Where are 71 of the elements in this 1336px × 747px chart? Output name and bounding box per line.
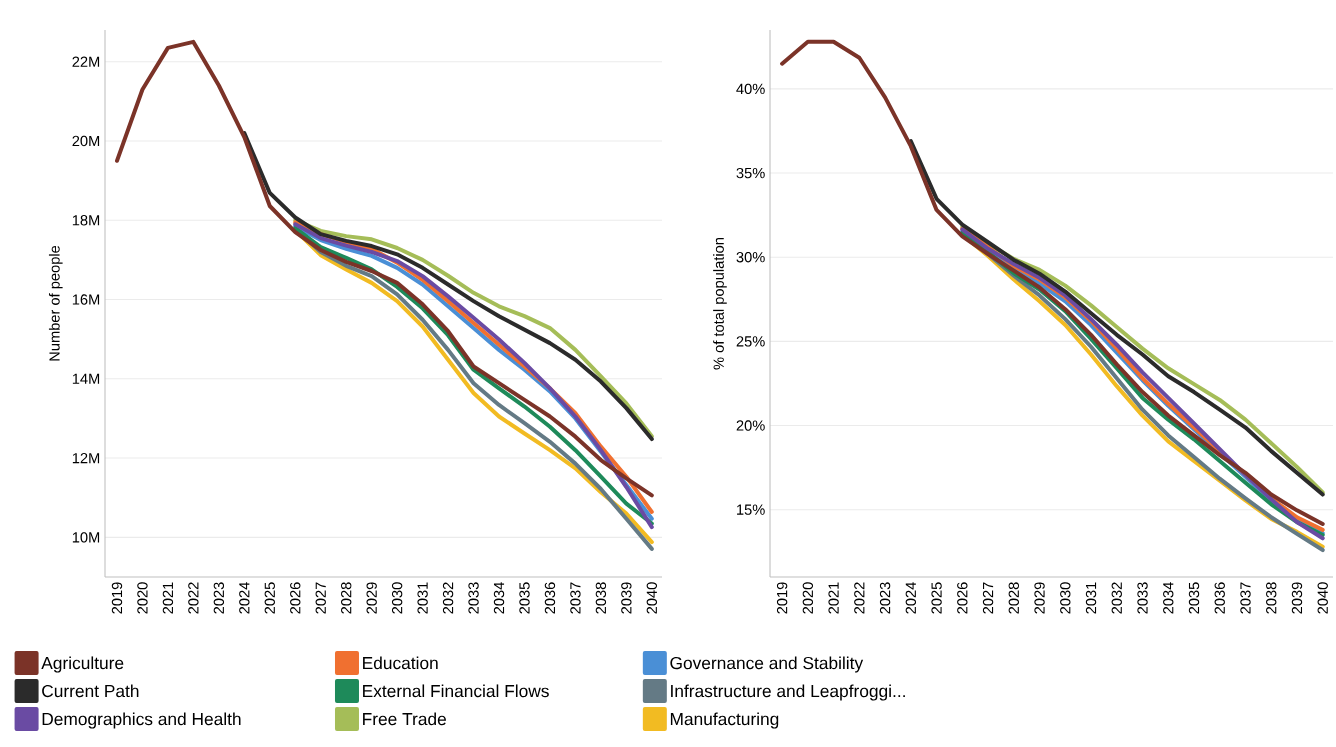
y-tick-label: 22M — [72, 56, 100, 67]
x-tick-label: 2027 — [982, 582, 994, 614]
x-tick-label: 2031 — [1085, 582, 1097, 614]
y-tick-label: 15% — [737, 504, 765, 515]
x-tick-label: 2025 — [264, 582, 275, 614]
x-tick-label: 2021 — [162, 582, 174, 614]
line-series — [114, 39, 654, 498]
y-axis-title: Number of people — [48, 245, 63, 361]
x-tick-label: 2032 — [442, 582, 454, 614]
x-tick-label: 2037 — [1240, 582, 1251, 614]
y-tick-label: 20% — [736, 420, 765, 431]
x-tick-label: 2036 — [1214, 582, 1225, 614]
x-tick-label: 2023 — [213, 582, 225, 614]
x-tick-label: 2035 — [519, 582, 530, 614]
x-tick-label: 2029 — [1034, 582, 1045, 614]
x-tick-label: 2035 — [1188, 582, 1200, 614]
x-tick-label: 2025 — [931, 582, 942, 614]
x-tick-label: 2036 — [544, 582, 556, 614]
y-tick-label: 18M — [72, 215, 100, 226]
line-series — [780, 39, 1325, 526]
y-tick-label: 14M — [72, 373, 100, 384]
x-tick-label: 2040 — [1317, 582, 1328, 614]
legend-label: Manufacturing — [670, 712, 779, 729]
y-tick-label: 16M — [72, 294, 100, 305]
legend-label: Free Trade — [363, 712, 446, 726]
x-tick-label: 2026 — [957, 582, 968, 614]
y-tick-label: 20M — [72, 135, 100, 147]
x-tick-label: 2030 — [1060, 582, 1071, 614]
x-tick-label: 2026 — [290, 582, 301, 614]
y-tick-label: 40% — [736, 83, 765, 95]
x-tick-label: 2024 — [905, 582, 917, 614]
y-tick-label: 35% — [736, 167, 765, 179]
x-tick-label: 2032 — [1111, 582, 1122, 614]
x-tick-label: 2028 — [1008, 582, 1019, 614]
y-tick-label: 30% — [736, 252, 765, 263]
legend-label: External Financial Flows — [363, 684, 549, 698]
line-series — [293, 218, 654, 439]
x-tick-label: 2039 — [621, 582, 632, 614]
x-tick-label: 2029 — [366, 582, 377, 614]
y-tick-label: 12M — [72, 452, 100, 464]
x-tick-label: 2020 — [137, 582, 148, 614]
x-tick-label: 2030 — [391, 582, 403, 614]
legend-label: Current Path — [42, 684, 139, 698]
x-tick-label: 2038 — [595, 582, 607, 614]
x-tick-label: 2028 — [341, 582, 352, 614]
x-tick-label: 2038 — [1266, 582, 1277, 614]
x-tick-label: 2039 — [1291, 582, 1303, 614]
legend-label: Education — [363, 656, 438, 670]
legend-label: Agriculture — [41, 656, 124, 673]
x-tick-label: 2023 — [879, 582, 891, 614]
x-tick-label: 2034 — [493, 582, 505, 614]
x-tick-label: 2024 — [239, 582, 250, 614]
x-tick-label: 2037 — [570, 582, 581, 614]
legend-label: Infrastructure and Leapfroggi... — [671, 684, 905, 701]
x-tick-label: 2019 — [776, 582, 788, 614]
y-axis-title: % of total population — [713, 238, 727, 370]
legend-label: Demographics and Health — [42, 712, 241, 729]
x-tick-label: 2020 — [802, 582, 814, 614]
x-tick-label: 2021 — [828, 582, 839, 614]
y-tick-label: 25% — [736, 336, 765, 347]
x-tick-label: 2033 — [468, 582, 479, 614]
x-tick-label: 2040 — [646, 582, 658, 614]
x-tick-label: 2031 — [417, 582, 428, 614]
x-tick-label: 2022 — [188, 582, 199, 614]
x-tick-label: 2034 — [1163, 582, 1174, 614]
x-tick-label: 2019 — [111, 582, 123, 614]
y-tick-label: 10M — [72, 532, 100, 543]
legend-label: Governance and Stability — [670, 656, 864, 673]
x-tick-label: 2027 — [315, 582, 326, 614]
x-tick-label: 2033 — [1137, 582, 1148, 614]
x-tick-label: 2022 — [854, 582, 865, 614]
